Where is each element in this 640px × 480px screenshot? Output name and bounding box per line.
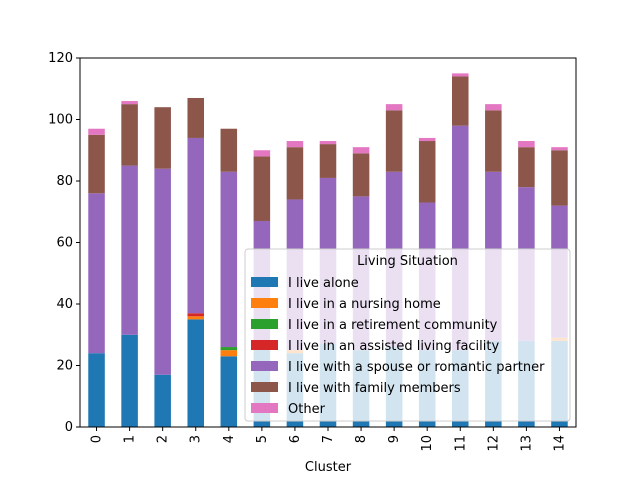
legend-swatch xyxy=(251,382,278,392)
x-tick-label: 14 xyxy=(552,435,567,452)
bar-segment xyxy=(485,104,502,111)
bar-segment xyxy=(187,313,204,317)
legend-entry-label: I live alone xyxy=(288,276,359,291)
bar-segment xyxy=(551,150,568,206)
bar-segment xyxy=(187,137,204,314)
bar-segment xyxy=(121,334,138,427)
bar-segment xyxy=(319,141,337,145)
x-axis-label: Cluster xyxy=(305,460,352,475)
x-tick-label: 10 xyxy=(420,435,435,452)
legend-entry-label: Other xyxy=(288,402,326,417)
bar-segment xyxy=(154,168,171,375)
bar-segment xyxy=(154,107,171,169)
bar-segment xyxy=(121,104,138,166)
y-tick-label: 0 xyxy=(65,420,73,435)
x-tick-label: 6 xyxy=(288,435,303,443)
x-tick-label: 5 xyxy=(255,435,270,443)
bar-segment xyxy=(551,147,568,151)
bar-segment xyxy=(452,76,469,126)
legend-box xyxy=(244,248,571,422)
y-tick-label: 80 xyxy=(56,174,73,189)
bar-segment xyxy=(352,147,370,154)
x-tick-label: 4 xyxy=(222,435,237,443)
bar-segment xyxy=(154,374,171,427)
bar-segment xyxy=(220,128,238,172)
y-tick-label: 100 xyxy=(48,113,73,128)
legend-entry-label: I live in a nursing home xyxy=(288,297,441,312)
x-tick-label: 1 xyxy=(123,435,138,443)
y-axis: 0 20 40 60 80 100 120 xyxy=(48,51,80,435)
bar-segment xyxy=(187,316,204,320)
bar-segment xyxy=(187,97,204,138)
bar-segment xyxy=(187,319,204,427)
bar-segment xyxy=(319,144,337,178)
bar-segment xyxy=(385,110,403,172)
legend-swatch xyxy=(251,361,278,371)
legend: Living Situation I live alone I live in a … xyxy=(244,248,571,422)
bar-segment xyxy=(220,356,238,427)
bar-segment xyxy=(418,137,436,142)
bar-segment xyxy=(88,353,105,427)
legend-entry-label: I live in a retirement community xyxy=(288,318,498,333)
bar-segment xyxy=(220,171,238,348)
bar-segment xyxy=(88,128,105,135)
legend-title: Living Situation xyxy=(357,254,458,269)
x-axis: 0 1 2 3 4 5 6 7 8 9 10 11 12 13 14 xyxy=(90,427,567,452)
bar-segment xyxy=(253,156,271,221)
legend-swatch xyxy=(251,340,278,350)
legend-entry-label: I live in an assisted living facility xyxy=(288,339,499,354)
y-tick-label: 60 xyxy=(56,236,73,251)
bar-segment xyxy=(352,153,370,197)
legend-entry-label: I live with family members xyxy=(288,381,461,396)
bar-segment xyxy=(88,134,105,194)
bar-segment xyxy=(121,165,138,335)
x-tick-label: 13 xyxy=(519,435,534,452)
legend-swatch xyxy=(251,319,278,329)
bar-segment xyxy=(452,73,469,77)
x-tick-label: 8 xyxy=(354,435,369,443)
y-tick-label: 40 xyxy=(56,297,73,312)
x-tick-label: 9 xyxy=(387,435,402,443)
bar-segment xyxy=(220,347,238,351)
x-tick-label: 3 xyxy=(189,435,204,443)
bar-segment xyxy=(121,101,138,105)
legend-swatch xyxy=(251,403,278,413)
bar-segment xyxy=(286,147,304,200)
bar-segment xyxy=(518,147,535,188)
bar-segment xyxy=(385,104,403,111)
x-tick-label: 11 xyxy=(453,435,468,452)
x-tick-label: 2 xyxy=(156,435,171,443)
bar-segment xyxy=(286,141,304,148)
legend-entry-label: I live with a spouse or romantic partner xyxy=(288,360,545,375)
y-tick-label: 120 xyxy=(48,51,73,66)
bar-segment xyxy=(253,150,271,157)
bar-segment xyxy=(485,110,502,172)
bar-segment xyxy=(518,141,535,148)
bar-segment xyxy=(88,193,105,354)
axes-frame xyxy=(79,57,577,428)
legend-swatch xyxy=(251,298,278,308)
x-tick-label: 12 xyxy=(486,435,501,452)
bar-segment xyxy=(418,141,436,203)
y-tick-label: 20 xyxy=(56,359,73,374)
x-tick-label: 7 xyxy=(321,435,336,443)
legend-swatch xyxy=(251,277,278,287)
x-tick-label: 0 xyxy=(90,435,105,443)
bar-segment xyxy=(220,350,238,357)
